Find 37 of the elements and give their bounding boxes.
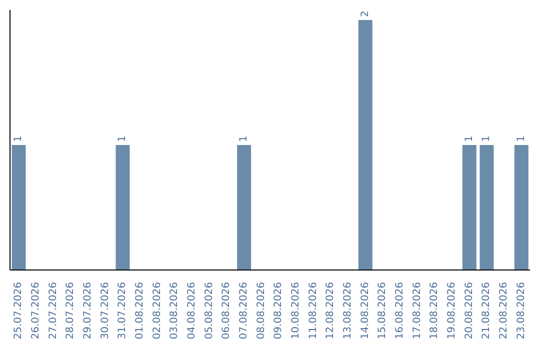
x-tick-label: 10.08.2026 — [290, 282, 302, 340]
x-tick-label: 05.08.2026 — [204, 282, 215, 340]
x-tick-label: 21.08.2026 — [481, 282, 492, 340]
x-tick-label: 09.08.2026 — [273, 282, 284, 340]
data-label: 1 — [481, 136, 492, 142]
data-label: 1 — [117, 136, 128, 142]
x-tick-label: 31.07.2026 — [117, 282, 128, 340]
x-tick-label: 18.08.2026 — [429, 282, 440, 340]
data-label: 1 — [516, 136, 527, 142]
x-tick-label: 26.07.2026 — [30, 282, 42, 340]
x-tick-label: 13.08.2026 — [342, 282, 354, 340]
x-tick-label: 01.08.2026 — [134, 282, 146, 340]
x-tick-label: 25.07.2026 — [13, 282, 24, 340]
x-tick-label: 03.08.2026 — [169, 282, 180, 340]
x-tick-label: 20.08.2026 — [464, 282, 475, 340]
x-tick-label: 30.07.2026 — [100, 282, 111, 340]
x-tick-label: 19.08.2026 — [446, 282, 458, 340]
x-tick-label: 16.08.2026 — [394, 282, 406, 340]
x-tick-label: 08.08.2026 — [256, 282, 267, 340]
x-tick-label: 04.08.2026 — [186, 282, 198, 340]
x-tick-label: 23.08.2026 — [516, 282, 527, 340]
x-tick-label: 07.08.2026 — [238, 282, 250, 340]
x-tick-label: 22.08.2026 — [498, 282, 510, 340]
x-tick-label: 15.08.2026 — [377, 282, 388, 340]
data-label: 1 — [13, 136, 24, 142]
x-tick-label: 06.08.2026 — [221, 282, 232, 340]
x-tick-label: 12.08.2026 — [325, 282, 336, 340]
x-tick-label: 28.07.2026 — [65, 282, 76, 340]
data-label: 1 — [464, 136, 475, 142]
x-tick-label: 11.08.2026 — [308, 282, 319, 340]
x-tick-label: 27.07.2026 — [48, 282, 59, 340]
x-tick-label: 02.08.2026 — [152, 282, 163, 340]
x-tick-label: 17.08.2026 — [412, 282, 423, 340]
x-tick-label: 29.07.2026 — [82, 282, 94, 340]
x-tick-label: 14.08.2026 — [360, 282, 371, 340]
data-label: 1 — [238, 136, 250, 142]
data-label: 2 — [360, 10, 371, 17]
